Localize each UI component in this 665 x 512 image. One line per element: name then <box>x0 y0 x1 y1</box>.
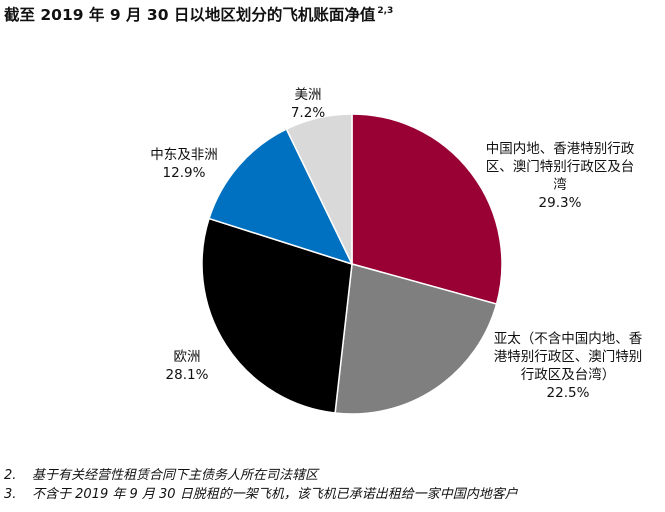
slice-label-percent: 29.3% <box>538 195 582 211</box>
pie-slice <box>201 217 353 414</box>
footnote-3: 3. 不含于 2019 年 9 月 30 日脱租的一架飞机，该飞机已承诺出租给一家… <box>4 485 518 504</box>
slice-label-name: 中东及非洲 <box>150 147 218 163</box>
slice-label-name: 中国内地、香港特别行政 <box>485 141 635 157</box>
footnote-text: 不含于 2019 年 9 月 30 日脱租的一架飞机，该飞机已承诺出租给一家中国… <box>32 487 518 502</box>
footnote-text: 基于有关经营性租赁合同下主债务人所在司法辖区 <box>32 468 319 483</box>
chart-title-text: 截至 2019 年 9 月 30 日以地区划分的飞机账面净值 <box>4 6 376 24</box>
slice-label: 中东及非洲 12.9% <box>134 146 234 182</box>
slice-label-name: 美洲 <box>294 87 322 103</box>
chart-title-footnote-ref: 2,3 <box>377 6 394 16</box>
slice-label-name: 亚太（不含中国内地、香 <box>493 331 643 347</box>
slice-label-percent: 22.5% <box>546 385 590 401</box>
slice-label: 欧洲 28.1% <box>147 348 227 384</box>
slice-label-name: 行政区及台湾） <box>520 367 616 383</box>
slice-label-name: 区、澳门特别行政区及台 <box>485 159 635 175</box>
pie-slice <box>208 128 354 266</box>
slice-label-percent: 28.1% <box>165 367 209 383</box>
slice-label-name: 港特别行政区、澳门特别 <box>493 349 643 365</box>
footnote-2: 2. 基于有关经营性租赁合同下主债务人所在司法辖区 <box>4 466 518 485</box>
slice-label: 亚太（不含中国内地、香 港特别行政区、澳门特别 行政区及台湾） 22.5% <box>473 330 663 402</box>
pie-slice <box>285 113 353 265</box>
slice-label-name: 湾 <box>553 177 567 193</box>
slice-label: 美洲 7.2% <box>278 86 338 122</box>
slice-label-percent: 7.2% <box>290 105 326 121</box>
footnote-number: 2. <box>4 468 17 483</box>
chart-title: 截至 2019 年 9 月 30 日以地区划分的飞机账面净值 2,3 <box>4 3 393 25</box>
slice-label-percent: 12.9% <box>162 165 206 181</box>
pie-slice <box>351 113 503 305</box>
pie-slice <box>334 263 498 415</box>
slice-label-name: 欧洲 <box>173 349 201 365</box>
footnote-number: 3. <box>4 487 17 502</box>
footnotes: 2. 基于有关经营性租赁合同下主债务人所在司法辖区 3. 不含于 2019 年 9 … <box>4 466 518 504</box>
slice-label: 中国内地、香港特别行政 区、澳门特别行政区及台湾 29.3% <box>465 140 655 212</box>
